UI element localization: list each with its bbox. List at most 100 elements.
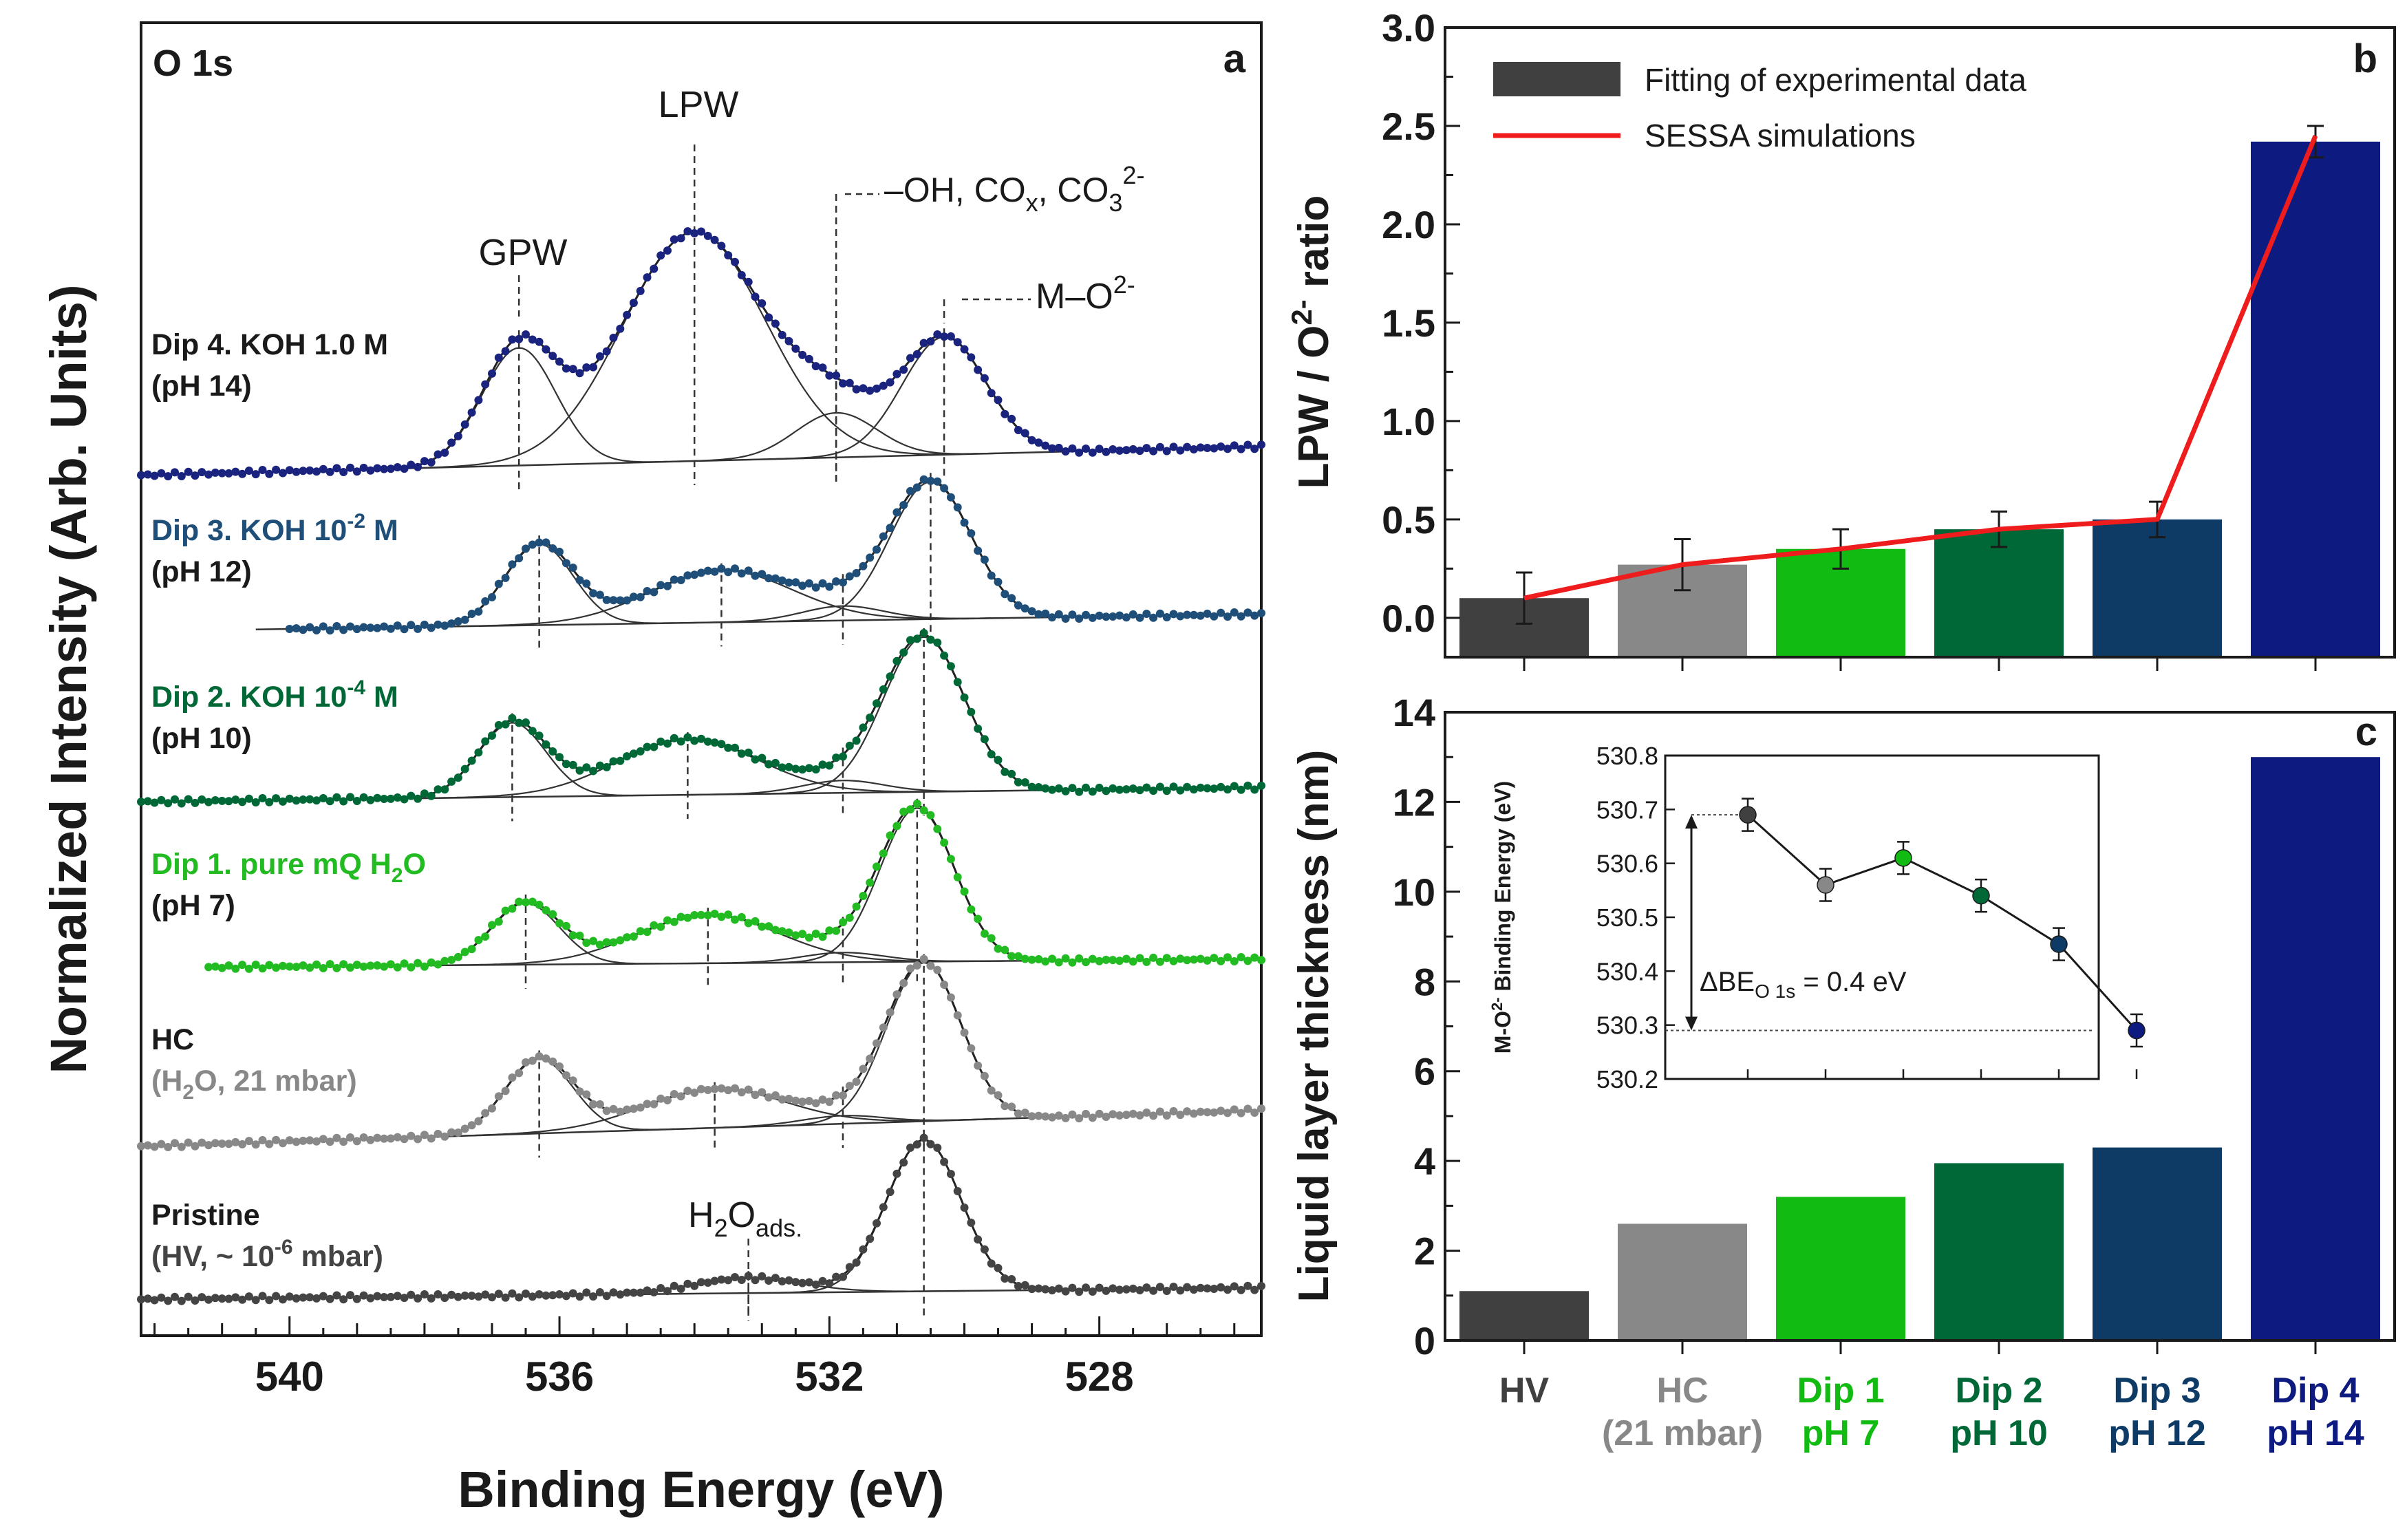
spectrum-data-point [967,529,976,538]
panel-a-xlabel: Binding Energy (eV) [458,1461,944,1518]
spectrum-data-point [1041,609,1050,618]
spectrum-data-point [177,472,186,480]
spectrum-data-point [244,1137,253,1146]
spectrum-data-point [582,763,591,772]
spectrum-data-point [1243,440,1252,449]
spectrum-data-point [440,1294,449,1303]
panel-c-y-tick-label: 0 [1414,1319,1435,1362]
spectrum-data-point [919,806,928,815]
spectrum-data-point [845,378,854,387]
spectrum-data-point [811,362,820,371]
spectrum-data-point [197,1293,206,1302]
spectrum-data-point [157,469,166,478]
spectrum-data-point [1176,446,1185,455]
spectrum-data-point [636,747,645,756]
spectrum-data-point [1155,1107,1164,1116]
spectrum-data-point [933,824,942,833]
component-fit-curve [674,411,998,462]
spectrum-data-point [299,795,308,804]
spectrum-data-point [1020,604,1029,613]
spectrum-data-point [393,793,402,802]
spectrum-data-point [420,1131,429,1140]
spectrum-data-point [1068,958,1077,967]
spectrum-data-point [359,793,368,802]
spectrum-data-point [535,1052,544,1061]
spectrum-data-point [683,1087,692,1095]
spectrum-data-point [312,960,321,969]
spectrum-data-point [737,1088,746,1097]
spectrum-data-point [1189,785,1198,794]
spectrum-data-point [1217,782,1226,791]
inset-y-tick-label: 530.6 [1596,850,1658,878]
spectrum-data-point [791,931,800,940]
spectrum-data-point [306,963,314,972]
inset-point [1972,886,1990,905]
spectrum-data-point [1109,445,1117,453]
spectrum-data-point [1048,954,1056,963]
spectrum-data-point [515,1069,524,1078]
spectrum-data-point [1054,958,1063,967]
spectrum-data-point [650,1100,659,1109]
spectrum-data-point [400,959,409,968]
spectrum-data-point [528,897,537,906]
spectrum-data-point [839,1272,847,1281]
spectrum-data-point [535,900,544,909]
spectrum-data-point [414,1135,422,1144]
spectrum-data-point [325,626,334,635]
spectrum-data-point [690,1089,699,1097]
spectrum-data-point [899,648,908,657]
spectrum-data-point [731,915,739,924]
spectrum-data-point [1001,1102,1009,1111]
spectrum-data-point [906,486,914,495]
spectrum-data-point [670,235,678,244]
spectrum-data-point [676,1285,685,1293]
spectrum-data-point [758,753,767,762]
spectrum-data-point [346,963,354,972]
spectrum-data-point [724,1086,733,1095]
panel-c-letter: c [2355,709,2377,754]
spectrum-data-point [265,1140,274,1148]
spectrum-data-point [299,961,308,970]
panel-b-y-ticks: 0.0 0.5 1.0 1.5 2.0 2.5 3.0 [1382,6,1460,640]
spectrum-data-point [1203,444,1212,452]
spectrum-data-point [845,1263,854,1272]
spectrum-data-point [804,764,813,773]
spectrum-data-point [1041,1285,1050,1294]
spectrum-data-point [1237,953,1245,961]
spectrum-data-point [1020,1109,1029,1117]
spectrum-data-point [575,1087,584,1096]
spectrum-data-point [994,944,1003,953]
panel-a-frame [140,21,1263,1337]
spectrum-data-point [197,1138,206,1147]
spectrum-data-point [1196,611,1205,620]
spectrum-data-point [953,503,962,512]
spectrum-data-point [325,960,334,969]
spectrum-data-point [737,569,746,578]
spectrum-data-point [522,718,530,727]
spectrum-data-point [1128,610,1137,619]
spectrum-data-point [386,960,395,969]
spectrum-data-point [845,741,854,750]
spectrum-data-point [1102,955,1111,964]
spectrum-data-point [1223,445,1232,453]
spectrum-data-point [407,621,416,630]
spectrum-data-point [1034,955,1043,963]
spectrum-data-point [352,1137,361,1146]
spectrum-data-point [1196,1283,1205,1292]
spectrum-data-point [440,621,449,630]
spectrum-data-point [866,553,875,562]
spectrum-data-point [1210,954,1219,963]
spectrum-data-point [1122,1285,1131,1294]
spectrum-data-point [548,747,557,756]
spectrum-data-point [474,936,483,945]
spectrum-data-point [1155,442,1164,451]
spectrum-data-point [697,227,705,236]
legend-line-label: SESSA simulations [1645,118,1916,153]
spectrum-data-point [339,625,348,634]
category-label-line1: Dip 4 [2271,1371,2359,1411]
spectrum-data-point [299,467,308,475]
spectrum-data-point [244,1292,253,1301]
spectrum-data-point [143,470,152,479]
spectrum-data-point [670,917,678,926]
